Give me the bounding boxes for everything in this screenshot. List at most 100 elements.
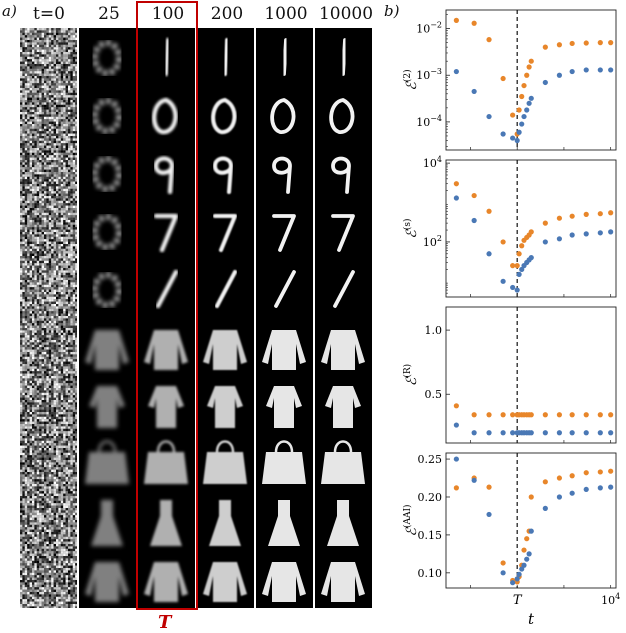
data-point-orange: [608, 412, 613, 417]
data-point-blue: [515, 576, 520, 581]
data-point-blue: [598, 485, 603, 490]
col-header-3: 200: [197, 4, 257, 24]
data-point-blue: [472, 218, 477, 223]
data-point-orange: [527, 64, 532, 69]
data-point-blue: [584, 487, 589, 492]
data-point-blue: [543, 506, 548, 511]
data-point-blue: [527, 101, 532, 106]
data-point-orange: [519, 94, 524, 99]
data-point-orange: [454, 403, 459, 408]
data-point-orange: [529, 59, 534, 64]
data-point-orange: [557, 42, 562, 47]
data-point-blue: [529, 96, 534, 101]
y-tick-label: 10−4: [416, 114, 442, 129]
data-point-blue: [521, 563, 526, 568]
column-separator: [313, 28, 315, 608]
data-point-blue: [543, 80, 548, 85]
col-header-0: t=0: [19, 4, 79, 24]
data-point-orange: [608, 469, 613, 474]
data-point-orange: [510, 112, 515, 117]
col1-drawing: [79, 28, 136, 608]
data-point-blue: [524, 557, 529, 562]
subplot-frame: [446, 453, 616, 588]
data-point-orange: [598, 40, 603, 45]
data-point-orange: [517, 251, 522, 256]
col3-drawing: [197, 28, 254, 608]
col-header-1: 25: [79, 4, 139, 24]
highlight-label: T: [158, 612, 171, 633]
data-point-blue: [501, 570, 506, 575]
noise-column: [20, 28, 77, 608]
data-point-blue: [510, 285, 515, 290]
data-point-orange: [557, 412, 562, 417]
y-axis-label: ℰ(AAI): [402, 504, 420, 536]
data-point-orange: [570, 473, 575, 478]
data-point-orange: [517, 107, 522, 112]
y-tick-label: 0.10: [418, 567, 443, 580]
data-point-blue: [529, 430, 534, 435]
image-column-1000: [256, 28, 313, 608]
data-point-orange: [543, 412, 548, 417]
data-point-blue: [515, 287, 520, 292]
data-point-blue: [529, 255, 534, 260]
data-point-blue: [454, 195, 459, 200]
data-point-blue: [510, 430, 515, 435]
data-point-orange: [519, 243, 524, 248]
data-point-blue: [608, 430, 613, 435]
data-point-orange: [472, 193, 477, 198]
data-point-blue: [570, 69, 575, 74]
data-point-blue: [501, 279, 506, 284]
data-point-blue: [486, 430, 491, 435]
cell-digit-1: [343, 40, 345, 74]
image-grid: [20, 28, 376, 608]
metric-plots: 10−210−310−4ℰ(2)104102ℰ(s)1.00.5ℰ(R)0.25…: [380, 0, 626, 632]
data-point-orange: [584, 40, 589, 45]
data-point-orange: [584, 412, 589, 417]
y-tick-label: 0.20: [418, 491, 443, 504]
data-point-blue: [598, 230, 603, 235]
subplot-3: 0.250.200.150.10ℰ(AAI): [402, 453, 616, 588]
data-point-blue: [454, 422, 459, 427]
data-point-orange: [570, 41, 575, 46]
data-point-blue: [521, 114, 526, 119]
data-point-blue: [486, 512, 491, 517]
y-tick-label: 10−3: [416, 67, 442, 82]
data-point-orange: [515, 263, 520, 268]
data-point-blue: [517, 572, 522, 577]
data-point-orange: [454, 181, 459, 186]
data-point-orange: [529, 229, 534, 234]
data-point-orange: [486, 412, 491, 417]
data-point-blue: [557, 73, 562, 78]
data-point-orange: [584, 212, 589, 217]
subplot-frame: [446, 10, 616, 150]
data-point-blue: [527, 551, 532, 556]
data-point-blue: [584, 67, 589, 72]
data-point-orange: [486, 485, 491, 490]
x-tick-label-end: 104: [601, 592, 620, 607]
data-point-orange: [524, 73, 529, 78]
data-point-blue: [584, 430, 589, 435]
data-point-blue: [454, 69, 459, 74]
col4-drawing: [256, 28, 313, 608]
col5-drawing: [315, 28, 372, 608]
y-tick-label: 104: [423, 155, 442, 170]
data-point-orange: [486, 37, 491, 42]
data-point-blue: [557, 494, 562, 499]
data-point-blue: [570, 491, 575, 496]
col-header-5: 10000: [316, 4, 376, 24]
panel-a-label: a): [2, 2, 17, 20]
data-point-orange: [521, 83, 526, 88]
x-tick-label-T: T: [513, 593, 523, 608]
data-point-blue: [529, 529, 534, 534]
data-point-blue: [501, 430, 506, 435]
data-point-orange: [557, 475, 562, 480]
y-tick-label: 0.25: [418, 453, 443, 466]
data-point-orange: [501, 76, 506, 81]
column-separator: [254, 28, 256, 608]
data-point-blue: [584, 231, 589, 236]
data-point-blue: [501, 131, 506, 136]
x-axis-label: t: [528, 610, 535, 628]
data-point-orange: [598, 412, 603, 417]
data-point-orange: [608, 40, 613, 45]
